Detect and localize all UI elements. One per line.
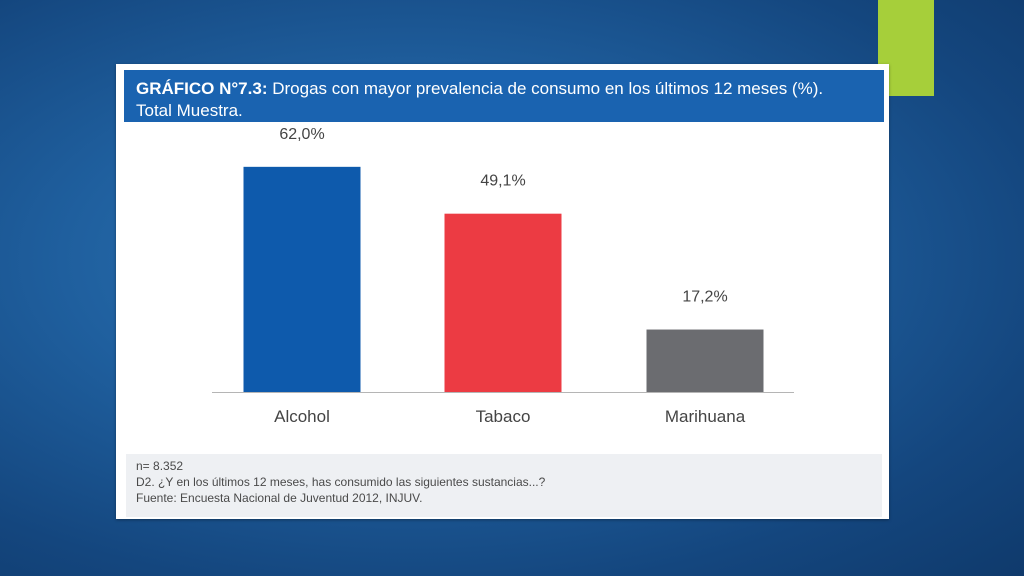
data-label-marihuana: 17,2% xyxy=(682,289,727,306)
chart-card: GRÁFICO N°7.3: Drogas con mayor prevalen… xyxy=(116,64,889,519)
bar-chart: 62,0% Alcohol 49,1% Tabaco 17,2% Marihuana xyxy=(212,126,794,426)
category-label-tabaco: Tabaco xyxy=(476,407,531,426)
chart-subtitle: Total Muestra. xyxy=(136,101,243,120)
note-question: D2. ¿Y en los últimos 12 meses, has cons… xyxy=(136,475,546,489)
category-label-alcohol: Alcohol xyxy=(274,407,330,426)
chart-header: GRÁFICO N°7.3: Drogas con mayor prevalen… xyxy=(124,70,884,122)
data-label-alcohol: 62,0% xyxy=(279,126,324,143)
note-sample-size: n= 8.352 xyxy=(136,459,184,473)
bar-marihuana xyxy=(646,329,764,392)
category-label-marihuana: Marihuana xyxy=(665,407,746,426)
chart-title: Drogas con mayor prevalencia de consumo … xyxy=(272,79,824,98)
chart-notes: n= 8.352 D2. ¿Y en los últimos 12 meses,… xyxy=(126,454,882,517)
bar-tabaco xyxy=(444,213,562,392)
chart-title-prefix: GRÁFICO N°7.3: xyxy=(136,79,268,98)
data-label-tabaco: 49,1% xyxy=(480,173,525,190)
note-source: Fuente: Encuesta Nacional de Juventud 20… xyxy=(136,491,423,505)
bar-alcohol xyxy=(243,166,361,392)
